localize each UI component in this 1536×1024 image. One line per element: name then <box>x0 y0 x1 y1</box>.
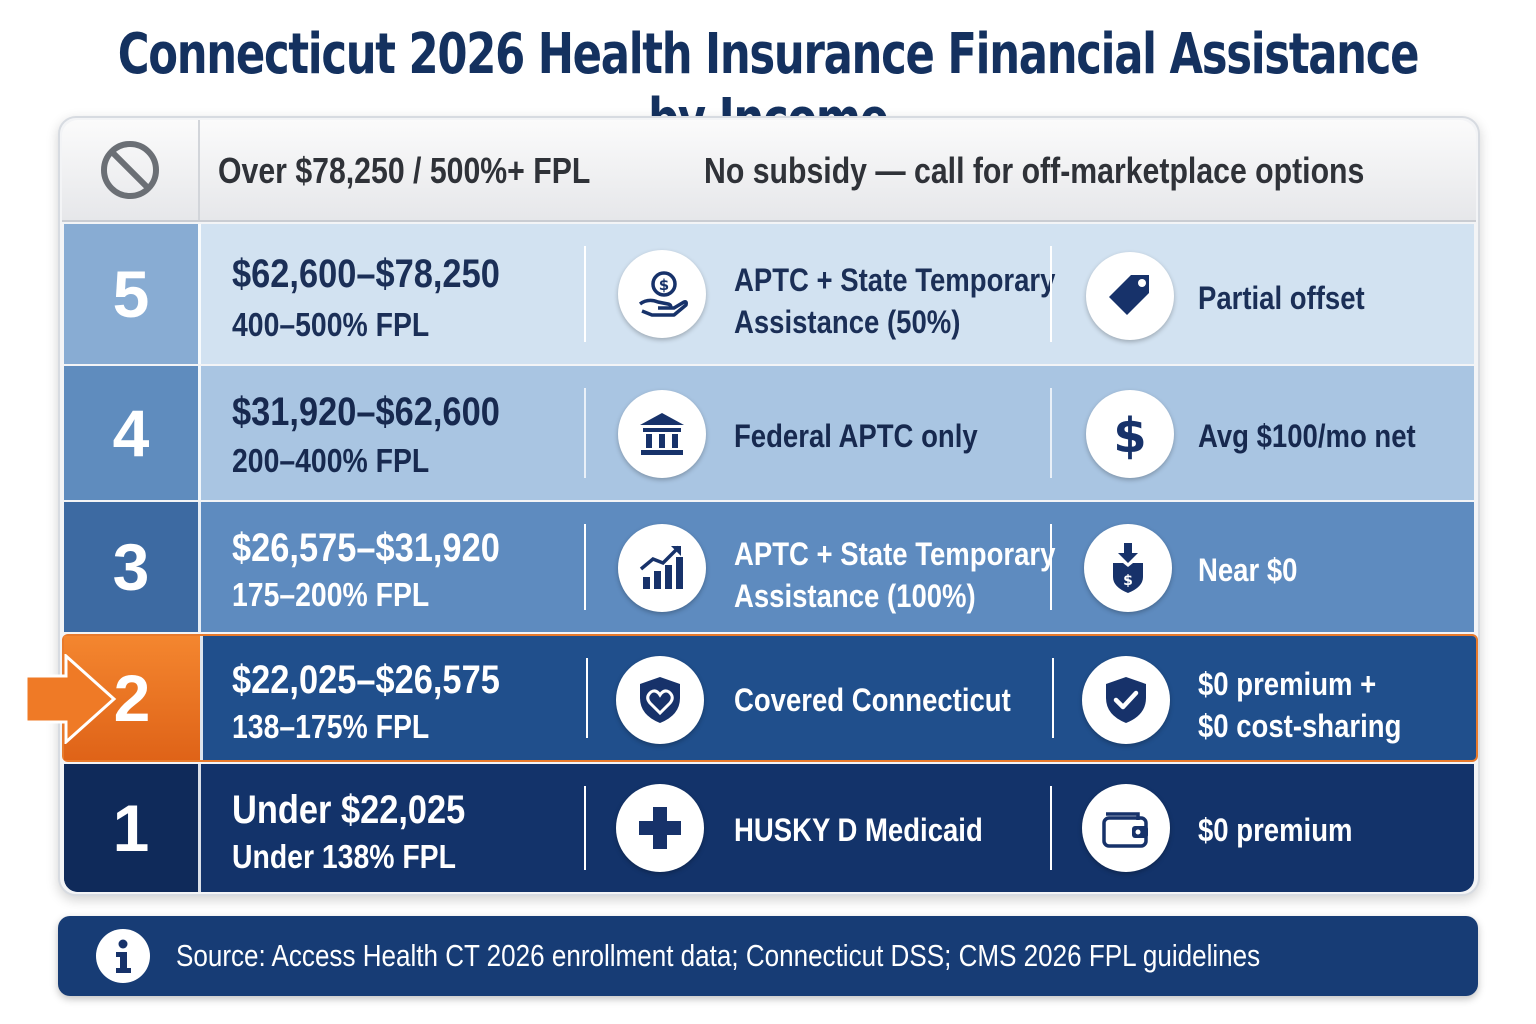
tier-program-line2: Assistance (50%) <box>734 304 961 340</box>
dollar-sign-icon: $ <box>1086 390 1174 478</box>
tier-result-line1: Partial offset <box>1198 280 1365 316</box>
tier-row-2-highlighted: 2 $22,025–$26,575 138–175% FPL Covered C… <box>62 634 1478 762</box>
rising-chart-icon <box>618 524 706 612</box>
tier-result-line1: $0 premium + <box>1198 666 1377 702</box>
tier-fpl: Under 138% FPL <box>232 838 456 875</box>
svg-text:$: $ <box>1113 408 1146 461</box>
tier-result-line1: $0 premium <box>1198 812 1353 848</box>
column-divider <box>1052 658 1054 738</box>
column-divider <box>586 658 588 738</box>
column-divider <box>584 388 586 478</box>
price-tag-icon <box>1086 252 1174 340</box>
tier-fpl: 138–175% FPL <box>232 708 430 745</box>
column-divider <box>1050 524 1052 610</box>
column-divider <box>1050 246 1052 342</box>
tier-row-4: 4 $31,920–$62,600 200–400% FPL Federal A… <box>64 366 1474 500</box>
prohibited-icon-cell <box>62 120 200 220</box>
top-row-income: Over $78,250 / 500%+ FPL <box>218 150 591 191</box>
tier-fpl: 200–400% FPL <box>232 442 430 479</box>
column-divider <box>1050 388 1052 478</box>
top-row-no-subsidy: Over $78,250 / 500%+ FPL No subsidy — ca… <box>62 120 1476 222</box>
source-text: Source: Access Health CT 2026 enrollment… <box>176 938 1261 973</box>
tier-income-range: $22,025–$26,575 <box>232 658 500 702</box>
medical-cross-icon <box>616 784 704 872</box>
tier-number: 1 <box>64 764 198 892</box>
tier-result-line2: $0 cost-sharing <box>1198 708 1402 744</box>
tier-result-line1: Near $0 <box>1198 552 1298 588</box>
tier-income-range: $62,600–$78,250 <box>232 252 500 296</box>
column-divider <box>584 246 586 342</box>
highlight-arrow-icon <box>26 654 117 744</box>
column-divider <box>1050 786 1052 870</box>
bank-building-icon <box>618 390 706 478</box>
tier-number: 3 <box>64 502 198 632</box>
tier-program-line1: APTC + State Temporary <box>734 536 1056 572</box>
tier-fpl: 400–500% FPL <box>232 306 430 343</box>
tier-row-1: 1 Under $22,025 Under 138% FPL HUSKY D M… <box>64 764 1474 892</box>
tier-program-line1: APTC + State Temporary <box>734 262 1056 298</box>
tier-row-5: 5 $62,600–$78,250 400–500% FPL $ APTC + … <box>64 224 1474 364</box>
check-shield-icon <box>1082 656 1170 744</box>
heart-shield-icon <box>616 656 704 744</box>
tier-program-line1: HUSKY D Medicaid <box>734 812 983 848</box>
tier-program-line1: Covered Connecticut <box>734 682 1011 718</box>
tier-program-line1: Federal APTC only <box>734 418 978 454</box>
money-down-shield-icon: $ <box>1084 524 1172 612</box>
tier-income-range: $31,920–$62,600 <box>232 390 500 434</box>
svg-text:$: $ <box>1123 573 1133 589</box>
tier-row-3: 3 $26,575–$31,920 175–200% FPL APTC + St… <box>64 502 1474 632</box>
tier-income-range: Under $22,025 <box>232 788 466 832</box>
prohibited-icon <box>101 141 159 199</box>
wallet-icon <box>1082 784 1170 872</box>
tier-number: 4 <box>64 366 198 500</box>
hand-coin-icon: $ <box>618 250 706 338</box>
tier-number: 5 <box>64 224 198 364</box>
column-divider <box>584 786 586 870</box>
tier-fpl: 175–200% FPL <box>232 576 430 613</box>
info-icon <box>96 929 150 983</box>
tier-program-line2: Assistance (100%) <box>734 578 976 614</box>
tier-income-range: $26,575–$31,920 <box>232 526 500 570</box>
source-bar: Source: Access Health CT 2026 enrollment… <box>58 916 1478 996</box>
svg-text:$: $ <box>659 276 669 294</box>
top-row-note: No subsidy — call for off-marketplace op… <box>704 150 1365 191</box>
column-divider <box>584 524 586 610</box>
tier-result-line1: Avg $100/mo net <box>1198 418 1416 454</box>
